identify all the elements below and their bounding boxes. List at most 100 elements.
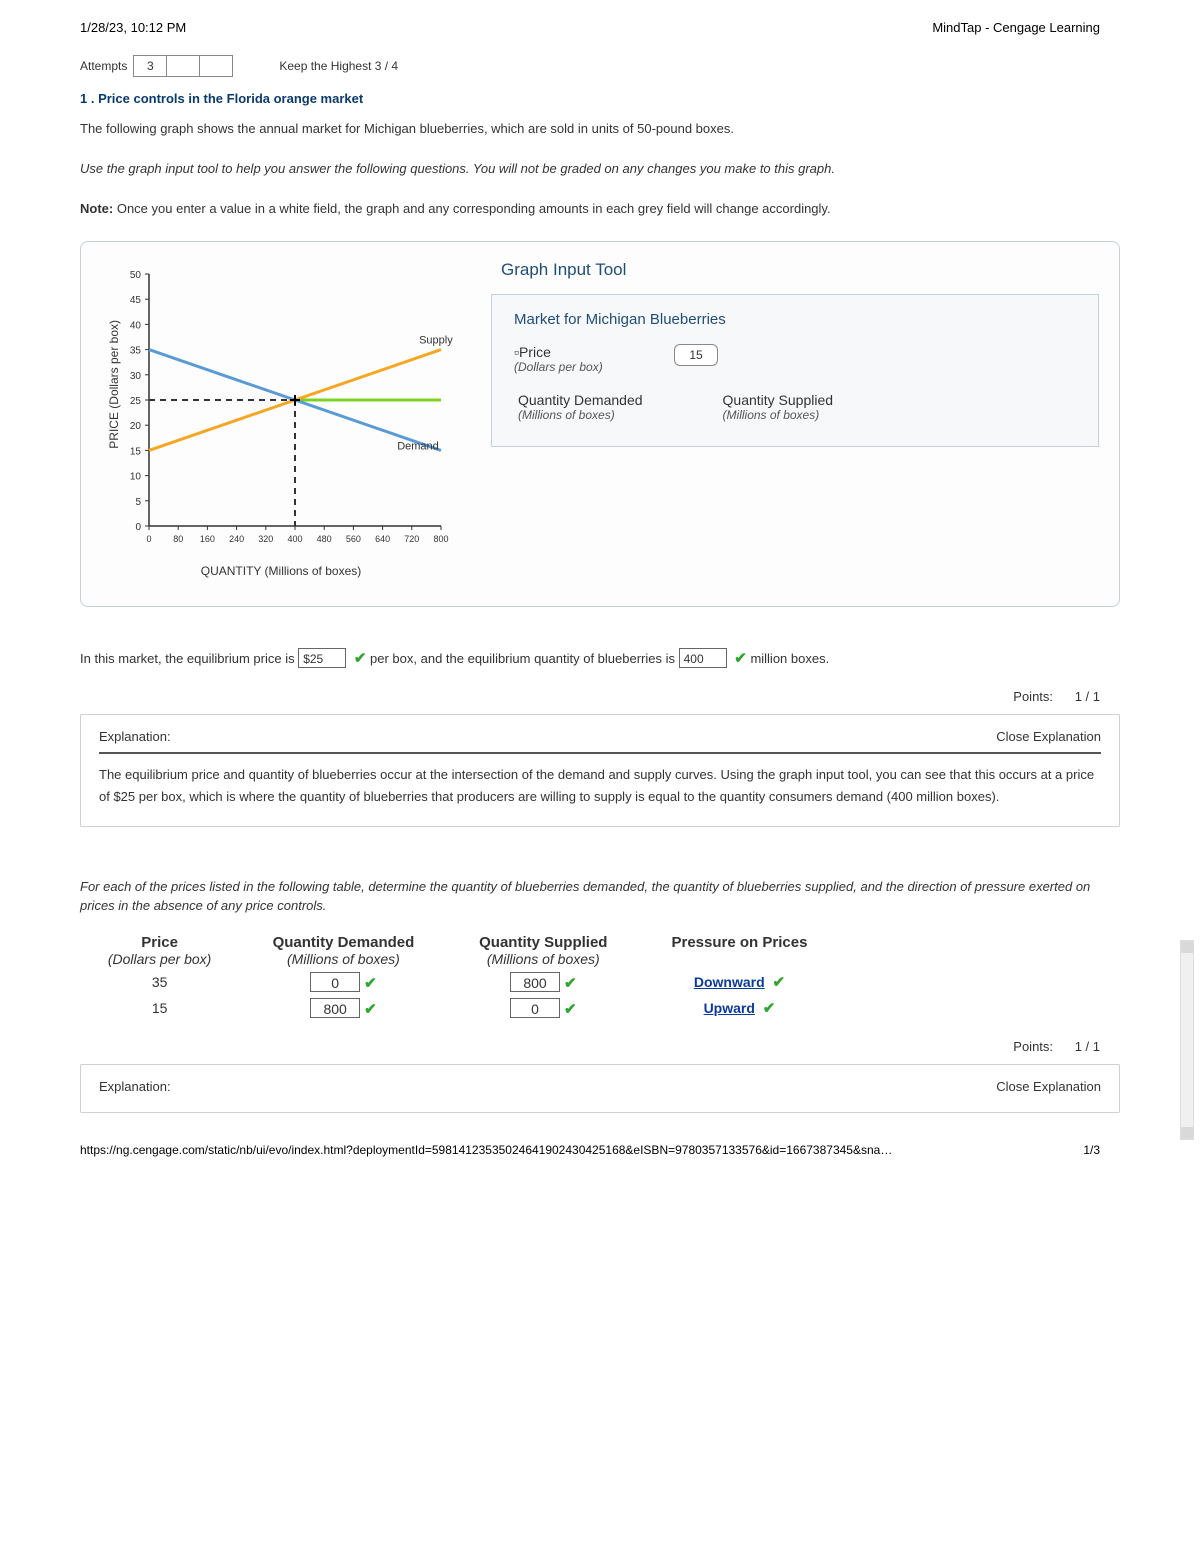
pressure-select[interactable]: Downward xyxy=(694,974,765,990)
price-label: ▫Price xyxy=(514,344,634,360)
check-icon: ✔ xyxy=(364,1000,377,1018)
points-row-1: Points: 1 / 1 xyxy=(80,689,1120,704)
close-explanation-2[interactable]: Close Explanation xyxy=(996,1079,1101,1094)
check-icon: ✔ xyxy=(354,647,367,671)
quantity-block: Quantity Demanded (Millions of boxes) Qu… xyxy=(514,392,1076,422)
th-pressure: Pressure on Prices xyxy=(639,932,840,969)
check-icon: ✔ xyxy=(564,974,577,992)
question-title: 1 . Price controls in the Florida orange… xyxy=(80,91,1120,106)
question-p2: Use the graph input tool to help you ans… xyxy=(80,160,1120,178)
attempt-box-2[interactable] xyxy=(166,55,200,77)
ans1-pre: In this market, the equilibrium price is xyxy=(80,651,298,666)
svg-text:400: 400 xyxy=(287,534,302,544)
qd-sub: (Millions of boxes) xyxy=(518,408,643,422)
points-value-2: 1 / 1 xyxy=(1075,1039,1100,1054)
table-row: 15 800✔ 0✔Upward ✔ xyxy=(80,995,840,1021)
cell-qs: 0✔ xyxy=(448,995,639,1021)
price-value: 15 xyxy=(689,348,702,362)
ans1-post: million boxes. xyxy=(750,651,829,666)
attempts-row: Attempts 3 Keep the Highest 3 / 4 xyxy=(80,55,1120,77)
pressure-select[interactable]: Upward xyxy=(704,1000,755,1016)
explanation-header-2: Explanation: Close Explanation xyxy=(99,1079,1101,1102)
svg-text:0: 0 xyxy=(146,534,151,544)
scroll-up-icon[interactable] xyxy=(1181,941,1193,953)
th-qd: Quantity Demanded (Millions of boxes) xyxy=(239,932,447,969)
price-input[interactable]: 15 xyxy=(674,344,718,366)
supply-demand-chart[interactable]: 0510152025303540455008016024032040048056… xyxy=(101,260,461,560)
svg-text:560: 560 xyxy=(346,534,361,544)
check-icon: ✔ xyxy=(364,974,377,992)
tool-title: Graph Input Tool xyxy=(501,260,1099,280)
question-note: Note: Once you enter a value in a white … xyxy=(80,200,1120,218)
svg-text:10: 10 xyxy=(130,471,142,482)
cell-qs: 800✔ xyxy=(448,969,639,995)
th-qs: Quantity Supplied (Millions of boxes) xyxy=(448,932,639,969)
tool-box: Market for Michigan Blueberries ▫Price (… xyxy=(491,294,1099,447)
content: Attempts 3 Keep the Highest 3 / 4 1 . Pr… xyxy=(40,45,1160,1113)
scrollbar[interactable] xyxy=(1180,940,1194,1140)
qd-input[interactable]: 0 xyxy=(310,972,360,992)
svg-text:35: 35 xyxy=(130,345,142,356)
attempt-box-3[interactable] xyxy=(199,55,233,77)
y-axis-title: PRICE (Dollars per box) xyxy=(107,320,121,449)
scroll-down-icon[interactable] xyxy=(1181,1127,1193,1139)
qs-input[interactable]: 0 xyxy=(510,998,560,1018)
th-qs-label: Quantity Supplied xyxy=(458,934,629,951)
svg-text:Supply: Supply xyxy=(419,334,453,346)
check-icon: ✔ xyxy=(773,973,786,991)
chart-wrap: PRICE (Dollars per box) 0510152025303540… xyxy=(101,260,461,578)
cell-pressure: Upward ✔ xyxy=(639,995,840,1021)
points-row-2: Points: 1 / 1 xyxy=(80,1039,1120,1054)
cell-pressure: Downward ✔ xyxy=(639,969,840,995)
print-timestamp: 1/28/23, 10:12 PM xyxy=(80,20,186,35)
th-qs-sub: (Millions of boxes) xyxy=(458,951,629,967)
svg-text:20: 20 xyxy=(130,421,142,432)
ans1-input-qty[interactable]: 400 xyxy=(679,648,727,668)
svg-text:240: 240 xyxy=(229,534,244,544)
attempt-value: 3 xyxy=(147,59,154,73)
footer-page: 1/3 xyxy=(1083,1143,1100,1157)
th-pressure-label: Pressure on Prices xyxy=(649,934,830,951)
svg-text:50: 50 xyxy=(130,270,142,281)
points-label-1: Points: xyxy=(1013,689,1053,704)
attempts-label: Attempts xyxy=(80,59,127,73)
svg-text:160: 160 xyxy=(200,534,215,544)
check-icon: ✔ xyxy=(734,647,747,671)
answer-row-1: In this market, the equilibrium price is… xyxy=(80,647,1120,671)
points-label-2: Points: xyxy=(1013,1039,1053,1054)
svg-text:640: 640 xyxy=(375,534,390,544)
price-table: Price (Dollars per box) Quantity Demande… xyxy=(80,932,840,1021)
close-explanation-1[interactable]: Close Explanation xyxy=(996,729,1101,744)
note-text: Once you enter a value in a white field,… xyxy=(113,201,830,216)
cell-price: 15 xyxy=(80,995,239,1021)
table-header-row: Price (Dollars per box) Quantity Demande… xyxy=(80,932,840,969)
qs-label: Quantity Supplied xyxy=(723,392,834,408)
explanation-box-1: Explanation: Close Explanation The equil… xyxy=(80,714,1120,827)
svg-text:5: 5 xyxy=(135,496,141,507)
ans1-input-price[interactable]: $25 xyxy=(298,648,346,668)
svg-text:30: 30 xyxy=(130,370,142,381)
explanation-box-2: Explanation: Close Explanation xyxy=(80,1064,1120,1113)
svg-text:0: 0 xyxy=(135,522,141,533)
x-axis-title: QUANTITY (Millions of boxes) xyxy=(101,564,461,578)
points-value-1: 1 / 1 xyxy=(1075,689,1100,704)
svg-text:15: 15 xyxy=(130,446,142,457)
svg-text:480: 480 xyxy=(317,534,332,544)
ans1-val1: $25 xyxy=(303,652,323,666)
th-qd-label: Quantity Demanded xyxy=(249,934,437,951)
qd-input[interactable]: 800 xyxy=(310,998,360,1018)
ans1-mid: per box, and the equilibrium quantity of… xyxy=(370,651,679,666)
print-footer: https://ng.cengage.com/static/nb/ui/evo/… xyxy=(40,1113,1160,1173)
chart-column: PRICE (Dollars per box) 0510152025303540… xyxy=(101,260,471,578)
price-sub: (Dollars per box) xyxy=(514,360,634,374)
price-label-text: Price xyxy=(519,344,551,360)
table-row: 350✔800✔Downward ✔ xyxy=(80,969,840,995)
graph-panel: PRICE (Dollars per box) 0510152025303540… xyxy=(80,241,1120,607)
note-label: Note: xyxy=(80,201,113,216)
qs-input[interactable]: 800 xyxy=(510,972,560,992)
attempts-boxes: 3 xyxy=(133,55,233,77)
tool-price-row: ▫Price (Dollars per box) 15 xyxy=(514,344,1076,374)
cell-qd: 0✔ xyxy=(239,969,447,995)
attempt-box-1[interactable]: 3 xyxy=(133,55,167,77)
th-price-label: Price xyxy=(90,934,229,951)
